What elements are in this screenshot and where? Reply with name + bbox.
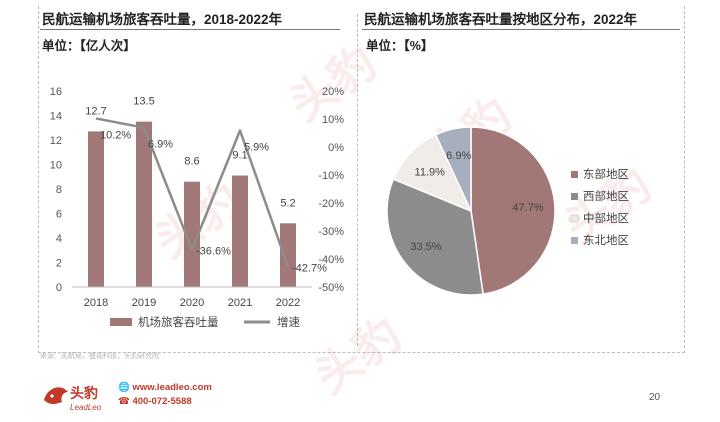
bar-value-label: 5.2 (280, 197, 295, 209)
content-frame (38, 6, 685, 353)
website-link[interactable]: 🌐 www.leadleo.com (118, 382, 212, 393)
bar-2019 (136, 121, 152, 287)
bar-value-label: 9.1 (232, 150, 247, 162)
bar-value-label: 13.5 (133, 96, 154, 108)
y-left-tick-label: 16 (50, 86, 62, 98)
right-unit-label: 单位：【%】 (366, 39, 434, 53)
growth-value-label: 5.9% (244, 141, 269, 153)
y-left-tick-label: 14 (50, 111, 62, 123)
y-left-tick-label: 6 (56, 209, 62, 221)
pie-slice-中部地区 (392, 133, 473, 213)
pie-slice-label: 47.7% (512, 202, 543, 214)
throughput-combo-chart: 0 2 4 6 8 10 12 14 16 20% 10% 0% -10% -20% -30% -40% -50… (50, 86, 344, 329)
pie-slice-西部地区 (386, 178, 484, 296)
contact-block: 🌐 www.leadleo.com ☎ 400-072-5588 (118, 381, 212, 409)
pie-legend-swatch (571, 237, 578, 244)
pie-slice-label: 6.9% (446, 150, 471, 162)
pie-legend-label: 西部地区 (583, 189, 629, 203)
y-left-tick-label: 2 (56, 258, 62, 270)
left-chart-title: 民航运输机场旅客吞吐量，2018-2022年 (42, 12, 283, 27)
pie-legend-label: 东部地区 (583, 167, 629, 181)
left-title-underline (40, 29, 340, 30)
growth-value-label: -42.7% (292, 263, 327, 275)
y-left-tick-label: 10 (50, 160, 62, 172)
pie-slice-label: 11.9% (415, 167, 446, 179)
bar-2018 (88, 131, 104, 287)
y-left-tick-label: 8 (56, 184, 62, 196)
y-right-tick-label: -40% (318, 254, 344, 266)
x-tick-label: 2022 (276, 297, 300, 309)
right-chart-title: 民航运输机场旅客吞吐量按地区分布，2022年 (364, 12, 638, 27)
legend-bar-label: 机场旅客吞吐量 (138, 315, 219, 329)
y-right-tick-label: 0% (328, 142, 344, 154)
y-left-tick-label: 12 (50, 135, 62, 147)
y-right-tick-label: -10% (318, 170, 344, 182)
y-right-tick-label: -50% (318, 282, 344, 294)
logo-sub-text: LeadLeo (70, 403, 102, 412)
logo-main-text: 头豹 (70, 385, 98, 401)
growth-value-label: 10.2% (100, 129, 131, 141)
x-tick-label: 2021 (228, 297, 252, 309)
pie-legend-label: 中部地区 (583, 211, 629, 225)
y-right-tick-label: 20% (322, 86, 344, 98)
page-number: 20 (649, 392, 661, 403)
growth-value-label: 6.9% (148, 139, 173, 151)
pie-slice-东北地区 (434, 126, 472, 212)
leadleo-logo: 头豹 LeadLeo (44, 385, 102, 412)
panel-divider (357, 14, 358, 346)
bar-2022 (280, 223, 296, 287)
x-tick-label: 2020 (180, 297, 204, 309)
growth-value-label: -36.6% (196, 245, 231, 257)
y-right-tick-label: -20% (318, 198, 344, 210)
bar-2021 (232, 175, 248, 287)
pie-slice-东部地区 (470, 126, 556, 295)
source-note: 来源：民航局，盛视科技，头豹研究院 (40, 353, 159, 360)
pie-slice-label: 33.5% (410, 241, 441, 253)
pie-legend-swatch (570, 214, 579, 223)
y-right-tick-label: 10% (322, 114, 344, 126)
pie-legend-label: 东北地区 (583, 234, 629, 247)
y-left-tick-label: 4 (56, 233, 62, 245)
x-tick-label: 2019 (132, 297, 156, 309)
bar-value-label: 8.6 (184, 156, 199, 168)
bar-value-label: 12.7 (85, 105, 106, 117)
right-title-underline (362, 29, 680, 30)
legend-bar-swatch (110, 318, 132, 326)
growth-line (95, 117, 290, 267)
x-tick-label: 2018 (84, 297, 108, 309)
phone-number: ☎ 400-072-5588 (118, 396, 192, 407)
pie-legend-swatch (571, 193, 578, 200)
left-unit-label: 单位：【亿人次】 (42, 39, 136, 53)
legend-line-label: 增速 (277, 315, 300, 329)
y-left-tick-label: 0 (56, 282, 62, 294)
pie-legend-swatch (571, 171, 578, 178)
bar-2020 (184, 181, 200, 287)
y-right-tick-label: -30% (318, 226, 344, 238)
